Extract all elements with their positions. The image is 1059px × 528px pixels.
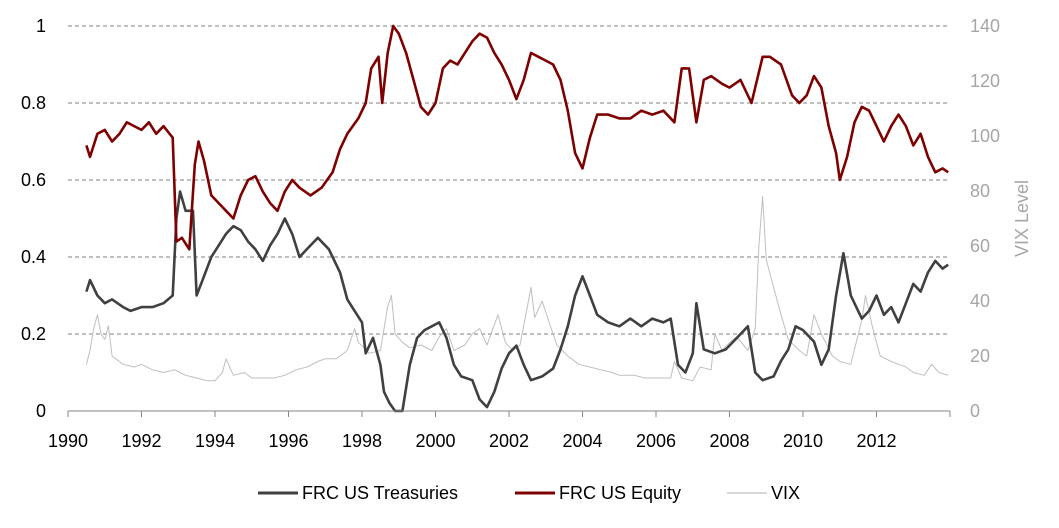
x-tick-label: 2008 <box>709 431 749 451</box>
x-tick-label: 1994 <box>195 431 235 451</box>
right-tick-label: 20 <box>970 346 990 366</box>
series-line-frc-us-equity <box>85 24 949 251</box>
legend-label: FRC US Treasuries <box>302 483 458 503</box>
left-tick-label: 1 <box>36 16 46 36</box>
x-axis-ticks: 1990 1992 1994 1996 1998 2000 2002 2004 2006 2008… <box>48 411 951 451</box>
legend: FRC US Treasuries FRC US Equity VIX <box>258 483 800 503</box>
right-tick-label: 40 <box>970 291 990 311</box>
x-tick-label: 2010 <box>783 431 823 451</box>
x-tick-label: 2002 <box>489 431 529 451</box>
left-axis-ticks: 0 0.2 0.4 0.6 0.8 1 <box>21 16 46 421</box>
left-tick-label: 0.8 <box>21 93 46 113</box>
x-tick-label: 2000 <box>415 431 455 451</box>
series-layer <box>85 24 949 413</box>
x-tick-label: 1998 <box>342 431 382 451</box>
right-tick-label: 80 <box>970 181 990 201</box>
x-tick-label: 2012 <box>856 431 896 451</box>
right-axis-ticks: 0 20 40 60 80 100 120 140 <box>970 16 1000 421</box>
right-tick-label: 100 <box>970 126 1000 146</box>
x-tick-label: 1996 <box>268 431 308 451</box>
right-tick-label: 120 <box>970 71 1000 91</box>
series-line-frc-us-treasuries <box>85 190 949 413</box>
x-tick-label: 1992 <box>121 431 161 451</box>
legend-label: VIX <box>771 483 800 503</box>
left-tick-label: 0.6 <box>21 170 46 190</box>
x-tick-label: 2006 <box>636 431 676 451</box>
legend-label: FRC US Equity <box>559 483 681 503</box>
right-tick-label: 140 <box>970 16 1000 36</box>
x-tick-label: 1990 <box>48 431 88 451</box>
left-tick-label: 0.4 <box>21 247 46 267</box>
right-tick-label: 60 <box>970 236 990 256</box>
left-tick-label: 0.2 <box>21 324 46 344</box>
left-tick-label: 0 <box>36 401 46 421</box>
right-axis-title: VIX Level <box>1012 180 1032 257</box>
gridlines <box>68 25 950 335</box>
right-tick-label: 0 <box>970 401 980 421</box>
x-tick-label: 2004 <box>562 431 602 451</box>
